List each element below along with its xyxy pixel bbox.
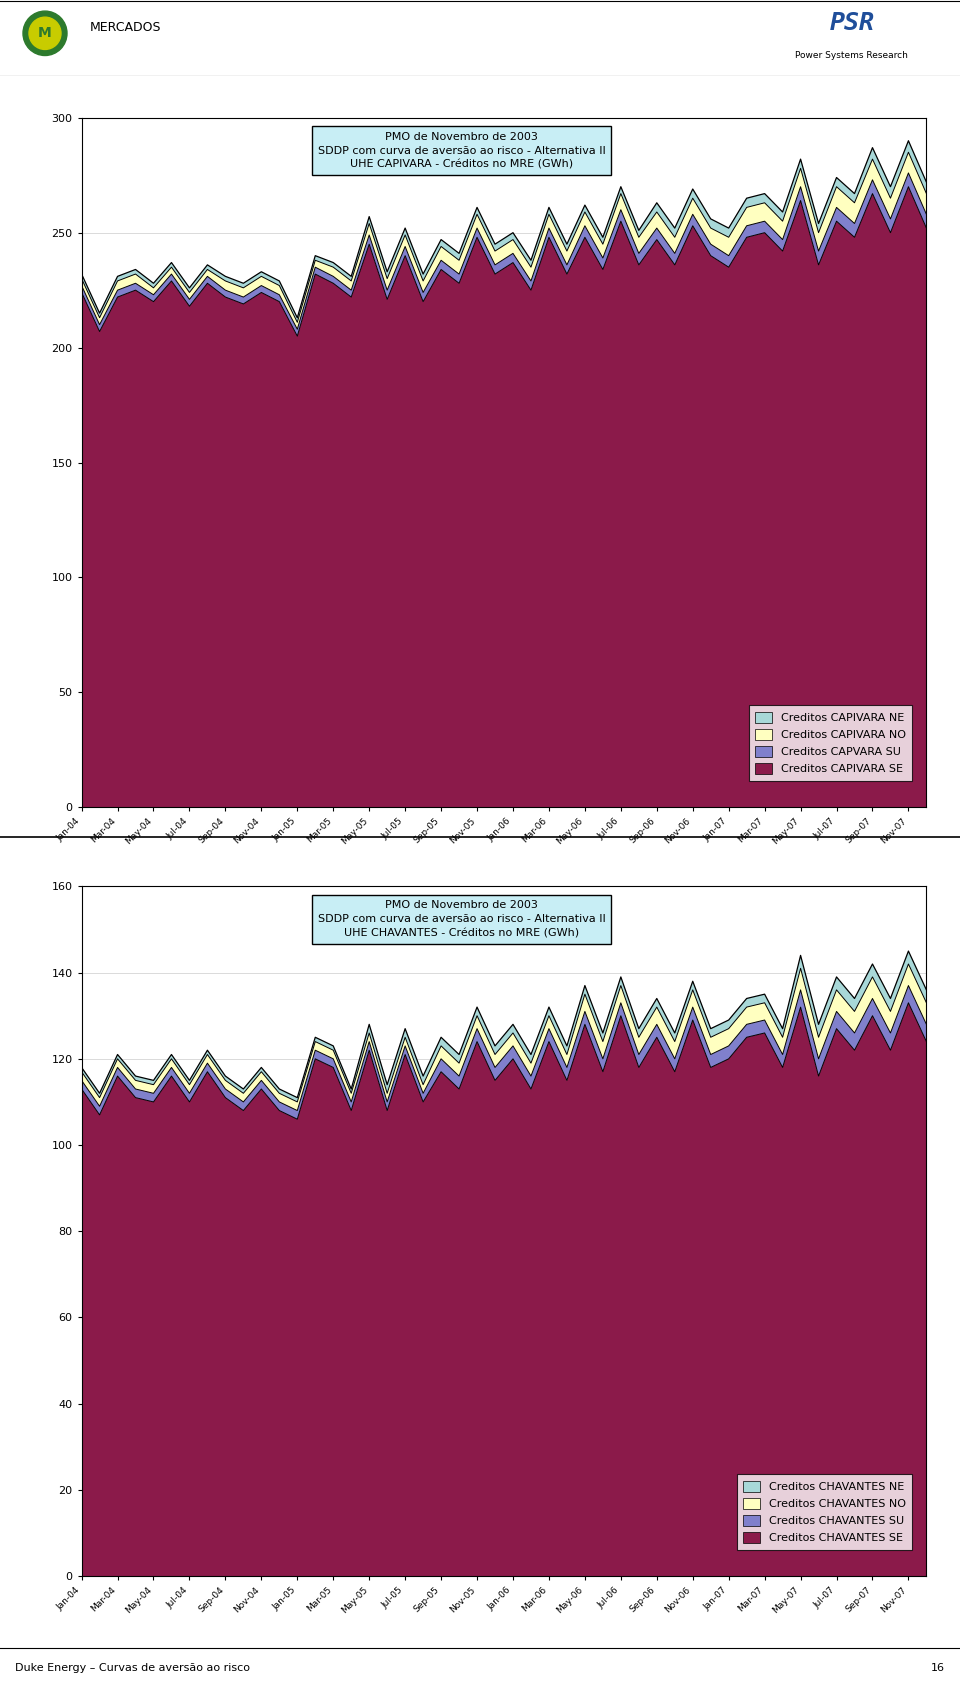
Text: PSR: PSR [830, 12, 875, 35]
Text: PMO de Novembro de 2003
SDDP com curva de aversão ao risco - Alternativa II
UHE : PMO de Novembro de 2003 SDDP com curva d… [318, 900, 606, 939]
Circle shape [23, 12, 67, 56]
Legend: Creditos CHAVANTES NE, Creditos CHAVANTES NO, Creditos CHAVANTES SU, Creditos CH: Creditos CHAVANTES NE, Creditos CHAVANTE… [736, 1473, 912, 1549]
Legend: Creditos CAPIVARA NE, Creditos CAPIVARA NO, Creditos CAPVARA SU, Creditos CAPIVA: Creditos CAPIVARA NE, Creditos CAPIVARA … [749, 705, 912, 780]
Text: Power Systems Research: Power Systems Research [795, 50, 908, 61]
Text: PMO de Novembro de 2003
SDDP com curva de aversão ao risco - Alternativa II
UHE : PMO de Novembro de 2003 SDDP com curva d… [318, 131, 606, 170]
Text: 16: 16 [931, 1663, 945, 1674]
Circle shape [29, 17, 61, 49]
Text: Duke Energy – Curvas de aversão ao risco: Duke Energy – Curvas de aversão ao risco [15, 1663, 250, 1674]
Text: MERCADOS: MERCADOS [90, 20, 161, 34]
Text: M: M [38, 27, 52, 40]
